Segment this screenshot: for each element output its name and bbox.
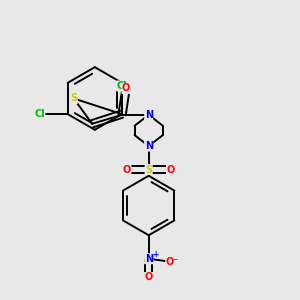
Text: O: O — [122, 83, 130, 94]
Text: Cl: Cl — [116, 81, 127, 91]
Text: O: O — [145, 272, 153, 283]
Text: O: O — [167, 164, 175, 175]
Text: +: + — [152, 250, 158, 259]
Text: O: O — [123, 164, 131, 175]
Text: S: S — [70, 94, 77, 103]
Text: Cl: Cl — [34, 109, 45, 119]
Text: S: S — [145, 164, 152, 175]
Text: N: N — [145, 110, 153, 120]
Text: N: N — [145, 141, 153, 151]
Text: O⁻: O⁻ — [166, 257, 179, 267]
Text: N: N — [145, 254, 153, 264]
